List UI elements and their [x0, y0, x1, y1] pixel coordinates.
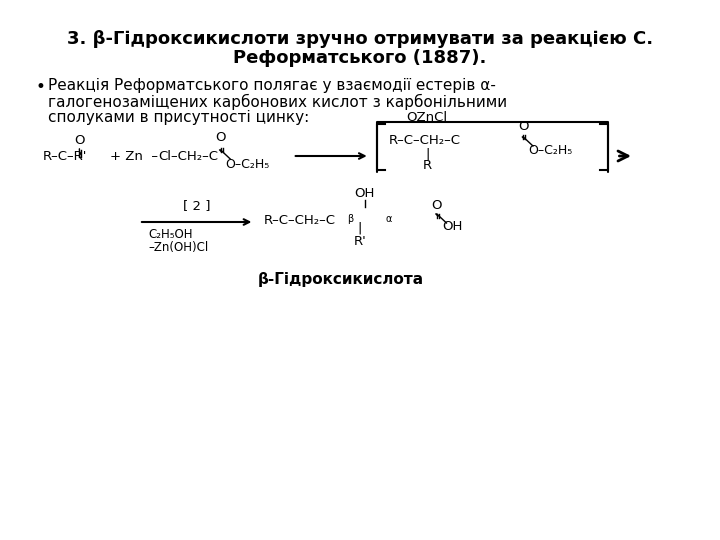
Text: OZnCl: OZnCl	[407, 111, 448, 124]
Text: O–C₂H₅: O–C₂H₅	[225, 158, 270, 171]
Text: OH: OH	[443, 219, 463, 233]
Text: сполуками в присутності цинку:: сполуками в присутності цинку:	[48, 110, 309, 125]
Text: O: O	[215, 131, 226, 144]
Text: + Zn  –: + Zn –	[110, 150, 158, 163]
Text: R–C–CH₂–C: R–C–CH₂–C	[264, 213, 336, 226]
Text: –Zn(OH)Cl: –Zn(OH)Cl	[148, 241, 209, 254]
Text: O–C₂H₅: O–C₂H₅	[528, 144, 572, 157]
Text: OH: OH	[355, 187, 375, 200]
Text: O: O	[518, 120, 528, 133]
Text: C₂H₅OH: C₂H₅OH	[148, 228, 193, 241]
Text: [ 2 ]: [ 2 ]	[183, 199, 210, 212]
Text: R': R'	[354, 235, 366, 248]
Text: Реакція Реформатського полягає у взаємодії естерів α-: Реакція Реформатського полягає у взаємод…	[48, 78, 495, 93]
Text: β: β	[347, 214, 354, 224]
Text: |: |	[425, 147, 429, 160]
Text: R: R	[423, 159, 432, 172]
Text: O: O	[431, 199, 442, 212]
Text: R–C–R': R–C–R'	[43, 150, 87, 163]
Text: R–C–CH₂–C: R–C–CH₂–C	[389, 133, 461, 146]
Text: Реформатського (1887).: Реформатського (1887).	[233, 49, 487, 67]
Text: α: α	[386, 214, 392, 224]
Text: галогенозаміщених карбонових кислот з карбонільними: галогенозаміщених карбонових кислот з ка…	[48, 94, 507, 110]
Text: Cl–CH₂–C: Cl–CH₂–C	[158, 150, 218, 163]
Text: |: |	[358, 222, 362, 235]
Text: O: O	[74, 134, 85, 147]
Text: β-Гідроксикислота: β-Гідроксикислота	[258, 272, 424, 287]
Text: •: •	[35, 78, 45, 96]
Text: 3. β-Гідроксикислоти зручно отримувати за реакцією С.: 3. β-Гідроксикислоти зручно отримувати з…	[67, 30, 653, 48]
